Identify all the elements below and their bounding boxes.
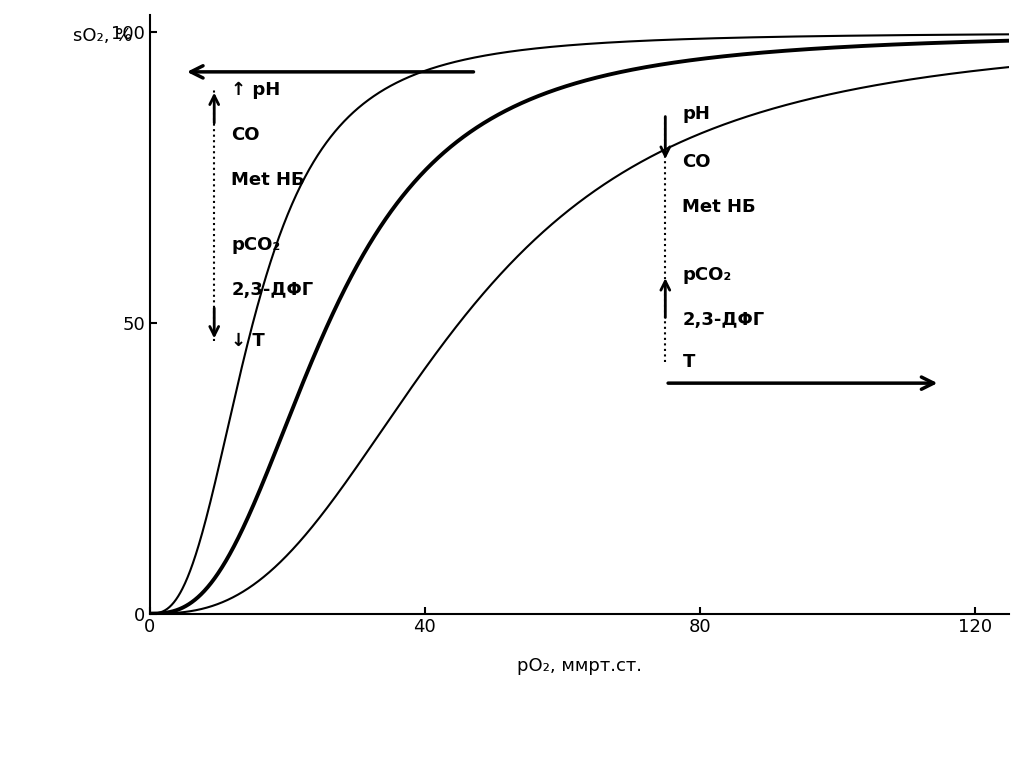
Text: CO: CO (231, 126, 260, 143)
Text: T: T (682, 353, 695, 371)
Text: 2,3-ДΦГ: 2,3-ДΦГ (682, 311, 765, 329)
Text: pH: pH (682, 105, 711, 123)
Text: pCO₂: pCO₂ (682, 266, 732, 285)
Text: Met НБ: Met НБ (682, 198, 756, 216)
Text: ↑ pH: ↑ pH (231, 81, 281, 99)
X-axis label: pO₂, ммрт.ст.: pO₂, ммрт.ст. (517, 657, 642, 675)
Text: sO₂, %: sO₂, % (73, 27, 132, 45)
Text: 2,3-ДΦГ: 2,3-ДΦГ (231, 281, 313, 299)
Text: CO: CO (682, 153, 711, 171)
Text: ↓ T: ↓ T (231, 332, 265, 351)
Text: pCO₂: pCO₂ (231, 236, 281, 255)
Text: Met НБ: Met НБ (231, 170, 305, 189)
